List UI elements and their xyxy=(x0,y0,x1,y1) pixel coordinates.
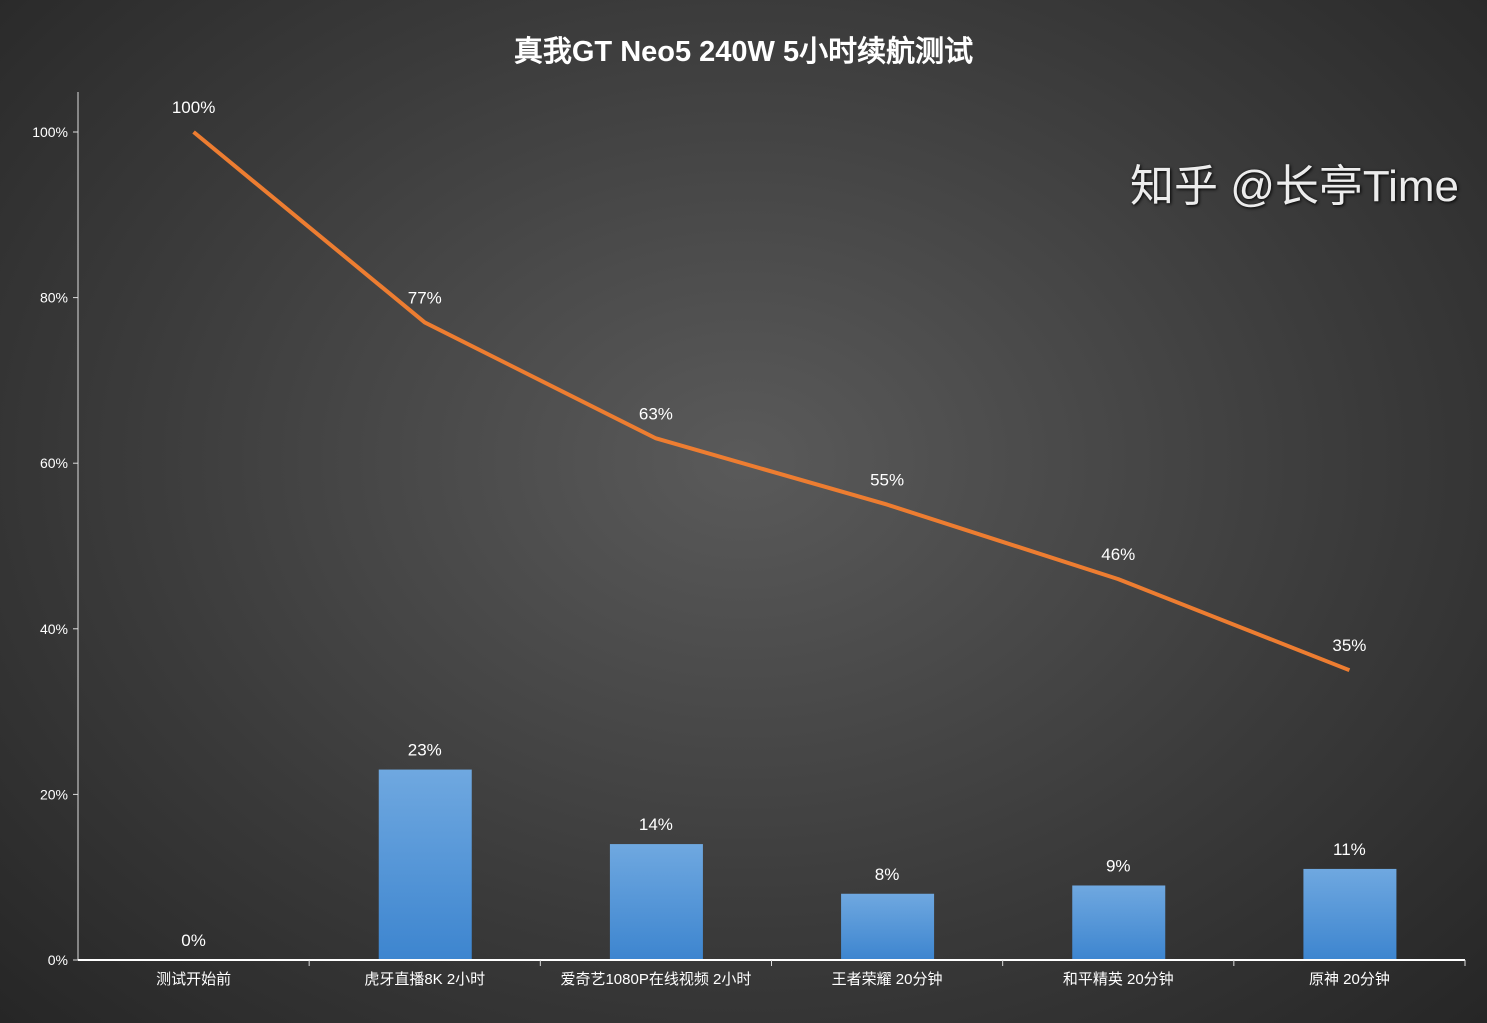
line-series xyxy=(192,130,1351,673)
bar xyxy=(1303,868,1397,960)
y-tick-label: 40% xyxy=(40,621,68,637)
line-data-label: 35% xyxy=(1332,636,1366,655)
x-tick-label: 爱奇艺1080P在线视频 2小时 xyxy=(560,971,751,988)
bar-data-label: 23% xyxy=(408,741,442,760)
line-data-label: 46% xyxy=(1101,545,1135,564)
x-tick-label: 测试开始前 xyxy=(156,971,231,988)
bar xyxy=(378,769,472,960)
bar-data-label: 14% xyxy=(639,815,673,834)
bar-data-label: 9% xyxy=(1106,856,1131,875)
line-data-label: 63% xyxy=(639,404,673,423)
y-tick-label: 60% xyxy=(40,455,68,471)
bar xyxy=(609,844,703,960)
x-tick-label: 虎牙直播8K 2小时 xyxy=(364,971,485,988)
bar-data-label: 11% xyxy=(1333,840,1366,859)
line-data-label: 100% xyxy=(172,98,215,117)
line-data-label: 77% xyxy=(408,288,442,307)
watermark: 知乎 @长亭Time xyxy=(1130,162,1460,211)
y-tick-label: 0% xyxy=(48,952,68,968)
line-data-label: 55% xyxy=(870,471,904,490)
x-tick-label: 原神 20分钟 xyxy=(1309,971,1390,988)
y-tick-label: 20% xyxy=(40,786,68,802)
bar xyxy=(1072,885,1166,960)
bar xyxy=(841,893,935,960)
bar-data-label: 0% xyxy=(181,931,206,950)
y-tick-label: 80% xyxy=(40,290,68,306)
x-tick-label: 王者荣耀 20分钟 xyxy=(832,971,943,988)
y-tick-label: 100% xyxy=(32,124,68,140)
bar-data-label: 8% xyxy=(875,865,900,884)
chart-title: 真我GT Neo5 240W 5小时续航测试 xyxy=(513,36,974,68)
x-tick-label: 和平精英 20分钟 xyxy=(1063,970,1174,988)
